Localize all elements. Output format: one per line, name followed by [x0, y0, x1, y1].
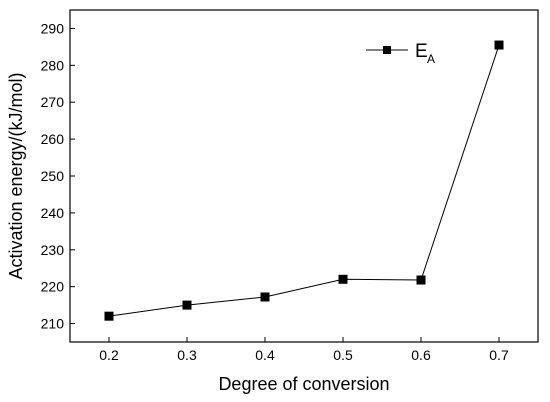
legend-marker	[383, 46, 391, 54]
y-tick-label: 260	[41, 131, 65, 147]
legend: E A	[366, 41, 435, 66]
y-tick-label: 280	[41, 57, 65, 73]
data-point	[104, 311, 114, 321]
x-tick-label: 0.4	[255, 347, 275, 363]
data-point	[338, 274, 348, 284]
y-tick-label: 230	[41, 242, 65, 258]
y-axis-title: Activation energy/(kJ/mol)	[6, 72, 26, 279]
y-tick-label: 250	[41, 168, 65, 184]
y-tick-label: 290	[41, 20, 65, 36]
data-point	[416, 275, 426, 285]
x-tick-label: 0.5	[333, 347, 353, 363]
y-axis-ticks: 210 220 230 240 250 260 270 280 290	[41, 20, 75, 332]
x-axis-title: Degree of conversion	[218, 374, 389, 394]
y-tick-label: 270	[41, 94, 65, 110]
x-axis-ticks: 0.2 0.3 0.4 0.5 0.6 0.7	[99, 337, 509, 363]
legend-label-subscript: A	[427, 52, 435, 66]
data-point	[494, 40, 504, 50]
series-line	[108, 44, 500, 317]
x-tick-label: 0.2	[99, 347, 119, 363]
x-tick-label: 0.3	[177, 347, 197, 363]
y-tick-label: 240	[41, 205, 65, 221]
y-tick-label: 220	[41, 279, 65, 295]
legend-label: E	[415, 41, 428, 62]
series-layer	[104, 40, 504, 321]
plot-frame	[69, 9, 539, 343]
data-point	[260, 292, 270, 302]
x-tick-label: 0.7	[489, 347, 509, 363]
x-tick-label: 0.6	[411, 347, 431, 363]
y-tick-label: 210	[41, 316, 65, 332]
data-point	[182, 300, 192, 310]
